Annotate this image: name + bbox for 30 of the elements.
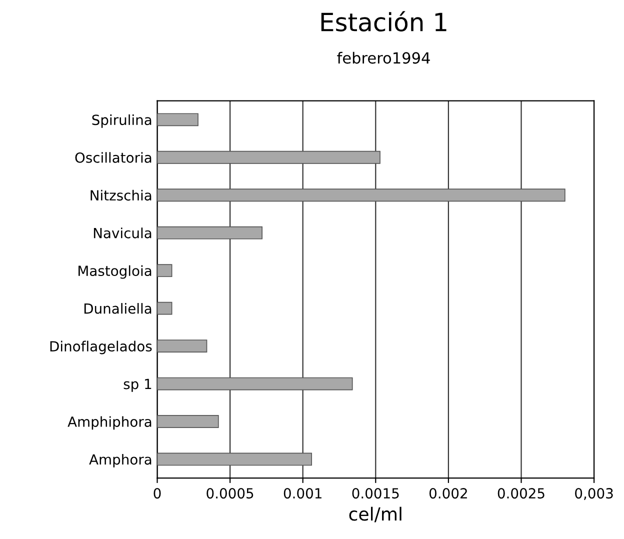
- bar: [157, 340, 208, 352]
- chart-subtitle: febrero1994: [337, 52, 430, 64]
- chart-title: Estación 1: [321, 11, 446, 32]
- bar: [157, 226, 262, 240]
- bar: [157, 150, 380, 164]
- y-tick-label: Spirulina: [92, 114, 152, 128]
- y-tick-label: Navicula: [94, 228, 152, 238]
- bar: [157, 415, 219, 428]
- bar: [157, 188, 566, 202]
- x-tick-label: 0.001: [284, 488, 322, 499]
- x-tick-label: 0.0015: [352, 488, 399, 499]
- bar: [157, 302, 172, 315]
- y-tick-label: Mastogloia: [78, 265, 152, 279]
- y-tick-label: Dunaliella: [84, 303, 152, 314]
- bar: [157, 452, 312, 466]
- x-tick-label: 0.0005: [206, 488, 254, 499]
- y-tick-label: Amphiphora: [68, 416, 152, 430]
- x-tick-label: 0: [154, 488, 161, 499]
- y-tick-label: sp 1: [124, 378, 152, 392]
- x-tick-label: 0.002: [429, 488, 467, 499]
- y-tick-label: Dinoflagelados: [50, 340, 152, 354]
- y-tick-label: Oscillatoria: [75, 152, 152, 163]
- y-tick-label: Nitzschia: [90, 190, 152, 201]
- bar: [157, 377, 353, 390]
- x-tick-label: 0.0025: [498, 488, 544, 499]
- y-tick-label: Amphora: [89, 454, 152, 468]
- bar: [157, 264, 172, 278]
- x-tick-label: 0,003: [575, 488, 613, 500]
- x-axis-title: cel/ml: [349, 506, 402, 522]
- bar: [157, 113, 198, 126]
